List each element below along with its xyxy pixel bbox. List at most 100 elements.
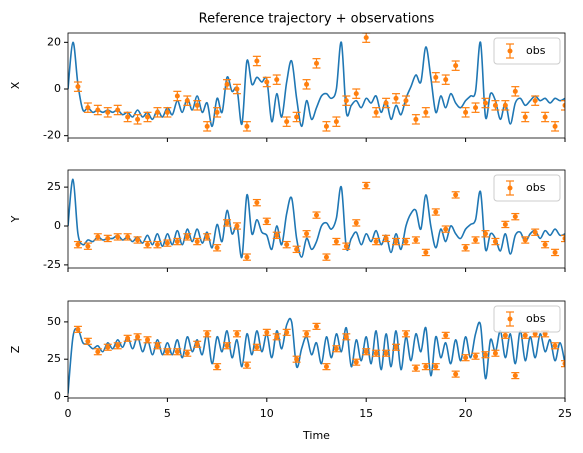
obs-point	[125, 114, 131, 120]
obs-point	[522, 332, 528, 338]
obs-point	[264, 329, 270, 335]
obs-point	[512, 88, 518, 94]
chart-title: Reference trajectory + observations	[199, 12, 435, 27]
obs-point	[482, 352, 488, 358]
obs-point	[463, 355, 469, 361]
obs-point	[184, 234, 190, 240]
obs-point	[373, 109, 379, 115]
legend-label: obs	[526, 44, 546, 57]
obs-point	[333, 239, 339, 245]
obs-point	[115, 107, 121, 113]
obs-point	[512, 214, 518, 220]
obs-point	[443, 77, 449, 83]
obs-point	[333, 119, 339, 125]
y-tick-label: -25	[43, 258, 61, 271]
obs-point	[502, 332, 508, 338]
obs-point	[304, 231, 310, 237]
obs-point	[323, 364, 329, 370]
obs-point	[353, 220, 359, 226]
obs-point	[473, 105, 479, 111]
obs-point	[135, 116, 141, 122]
obs-point	[532, 331, 538, 337]
obs-point	[343, 243, 349, 249]
obs-point	[184, 98, 190, 104]
obs-point	[304, 331, 310, 337]
obs-point	[413, 237, 419, 243]
obs-point	[234, 86, 240, 92]
obs-point	[174, 239, 180, 245]
obs-point	[542, 242, 548, 248]
obs-point	[105, 235, 111, 241]
x-tick-label: 10	[260, 407, 274, 420]
obs-point	[254, 58, 260, 64]
obs-point	[403, 331, 409, 337]
obs-point	[274, 77, 280, 83]
trajectory-line	[68, 41, 565, 128]
obs-point	[453, 63, 459, 69]
obs-point	[95, 349, 101, 355]
obs-point	[184, 350, 190, 356]
obs-point	[204, 123, 210, 129]
obs-point	[115, 234, 121, 240]
obs-point	[502, 221, 508, 227]
obs-point	[413, 365, 419, 371]
obs-point	[512, 373, 518, 379]
y-tick-label: 20	[47, 35, 61, 48]
y-tick-label: 25	[47, 352, 61, 365]
obs-point	[234, 331, 240, 337]
obs-point	[433, 74, 439, 80]
y-axis-label: Y	[9, 215, 22, 223]
obs-point	[314, 212, 319, 218]
obs-point	[443, 226, 449, 232]
obs-point	[423, 109, 429, 115]
obs-point	[433, 364, 439, 370]
obs-point	[522, 114, 528, 120]
x-tick-label: 15	[359, 407, 373, 420]
obs-point	[393, 344, 399, 350]
obs-point	[333, 346, 339, 352]
obs-point	[413, 116, 419, 122]
trajectory-line	[68, 317, 565, 394]
obs-point	[105, 344, 111, 350]
obs-point	[294, 356, 300, 362]
obs-point	[552, 249, 558, 255]
obs-point	[403, 98, 409, 104]
obs-point	[552, 123, 558, 129]
obs-point	[284, 242, 290, 248]
obs-point	[204, 234, 210, 240]
x-tick-label: 0	[65, 407, 72, 420]
obs-point	[264, 218, 270, 224]
obs-point	[373, 350, 379, 356]
obs-point	[383, 100, 389, 106]
x-tick-label: 5	[164, 407, 171, 420]
obs-point	[353, 359, 359, 365]
obs-point	[284, 329, 290, 335]
obs-point	[522, 237, 528, 243]
obs-point	[323, 254, 329, 260]
obs-point	[343, 334, 349, 340]
obs-point	[403, 239, 409, 245]
obs-point	[234, 223, 240, 229]
obs-point	[363, 183, 369, 189]
obs-point	[463, 109, 469, 115]
y-tick-label: 0	[54, 219, 61, 232]
obs-point	[95, 234, 101, 240]
axes-frame	[67, 300, 566, 399]
obs-point	[562, 102, 565, 108]
obs-point	[542, 114, 548, 120]
obs-point	[224, 343, 230, 349]
obs-point	[463, 245, 469, 251]
obs-point	[473, 353, 479, 359]
obs-point	[363, 35, 369, 41]
obs-point	[164, 240, 170, 246]
obs-point	[85, 105, 91, 111]
obs-point	[453, 371, 459, 377]
obs-point	[214, 245, 220, 251]
legend-marker	[507, 316, 513, 322]
obs-point	[443, 332, 449, 338]
x-tick-label: 25	[558, 407, 572, 420]
y-tick-label: 50	[47, 315, 61, 328]
obs-point	[343, 98, 349, 104]
obs-point	[214, 364, 220, 370]
obs-point	[314, 323, 319, 329]
